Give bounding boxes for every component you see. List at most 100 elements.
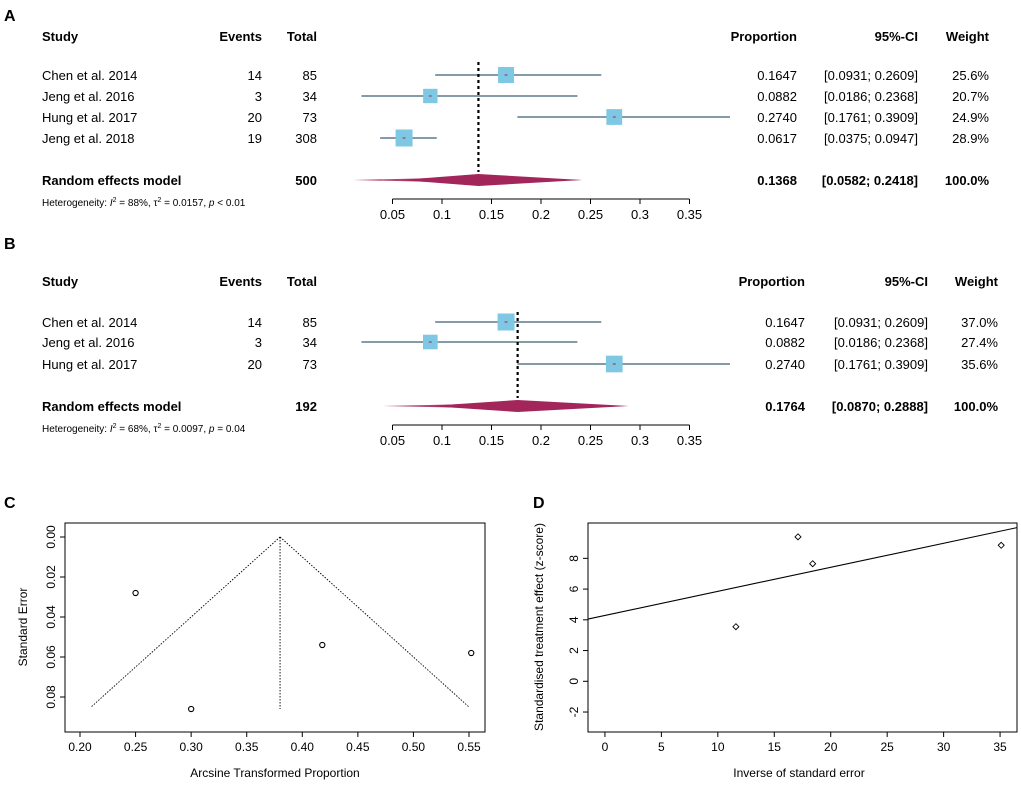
study-total: 308 <box>295 131 317 146</box>
study-total: 73 <box>303 110 317 125</box>
radial-y-axis-label: Standardised treatment effect (z-score) <box>532 523 546 731</box>
study-proportion: 0.0882 <box>765 335 805 350</box>
x-tick-label: 15 <box>768 740 782 754</box>
study-proportion: 0.1647 <box>757 68 797 83</box>
pooled-label: Random effects model <box>42 399 181 414</box>
x-tick-label: 0.15 <box>479 433 504 448</box>
x-tick-label: 35 <box>993 740 1007 754</box>
study-row: Hung et al. 2017 20 73 0.2740 [0.1761; 0… <box>42 357 998 372</box>
panel-label-d: D <box>533 495 545 512</box>
study-proportion: 0.0882 <box>757 89 797 104</box>
study-name: Chen et al. 2014 <box>42 315 137 330</box>
x-tick-label: 0.35 <box>677 207 702 222</box>
y-tick-label: 6 <box>567 585 581 592</box>
study-name: Chen et al. 2014 <box>42 68 137 83</box>
x-tick-label: 25 <box>880 740 894 754</box>
x-tick-label: 0.05 <box>380 433 405 448</box>
header-proportion: Proportion <box>739 274 805 289</box>
study-events: 20 <box>248 357 262 372</box>
study-events: 3 <box>255 335 262 350</box>
pooled-total: 192 <box>295 399 317 414</box>
study-point <box>187 705 195 713</box>
panel-label-b: B <box>4 236 16 253</box>
panel-c: C Standard Error Arcsine Transformed Pro… <box>4 495 486 780</box>
panel-b: B Study Events Total Proportion 95%-CI W… <box>4 236 999 448</box>
y-tick-label: 0.00 <box>44 525 58 549</box>
pooled-proportion: 0.1764 <box>765 399 806 414</box>
study-name: Jeng et al. 2018 <box>42 131 135 146</box>
header-ci: 95%-CI <box>875 29 918 44</box>
heterogeneity-text: Heterogeneity: I2 = 68%, τ2 = 0.0097, p … <box>42 423 246 435</box>
x-tick-label: 0.45 <box>346 740 370 754</box>
pooled-ci: [0.0870; 0.2888] <box>832 399 928 414</box>
header-ci: 95%-CI <box>885 274 928 289</box>
pooled-ci: [0.0582; 0.2418] <box>822 173 918 188</box>
regression-line <box>587 527 1018 620</box>
header-events: Events <box>219 274 262 289</box>
heterogeneity-text: Heterogeneity: I2 = 88%, τ2 = 0.0157, p … <box>42 197 246 209</box>
y-tick-label: 8 <box>567 555 581 562</box>
study-total: 85 <box>303 68 317 83</box>
x-tick-label: 30 <box>937 740 951 754</box>
header-proportion: Proportion <box>731 29 797 44</box>
funnel-left-line <box>90 536 281 708</box>
x-tick-label: 0.2 <box>532 433 550 448</box>
funnel-x-axis-label: Arcsine Transformed Proportion <box>190 766 359 780</box>
pooled-total: 500 <box>295 173 317 188</box>
radial-plot: 0 5 10 15 20 25 30 35 -2 0 2 4 6 8 <box>567 527 1018 754</box>
x-tick-label: 0.35 <box>677 433 702 448</box>
study-events: 20 <box>248 110 262 125</box>
study-ci: [0.0186; 0.2368] <box>824 89 918 104</box>
header-total: Total <box>287 29 317 44</box>
study-ci: [0.1761; 0.3909] <box>834 357 928 372</box>
x-tick-label: 0.2 <box>532 207 550 222</box>
x-tick-label: 0.15 <box>479 207 504 222</box>
x-tick-label: 0.30 <box>179 740 203 754</box>
study-name: Hung et al. 2017 <box>42 110 137 125</box>
panel-a: A Study Events Total Proportion 95%-CI W… <box>4 8 990 222</box>
study-ci: [0.1761; 0.3909] <box>824 110 918 125</box>
study-point <box>794 533 802 541</box>
radial-plot-frame <box>587 522 1018 733</box>
forest-plot-a: 0.05 0.1 0.15 0.2 0.25 0.3 0.35 <box>352 62 730 222</box>
study-row: Jeng et al. 2016 3 34 0.0882 [0.0186; 0.… <box>42 335 998 350</box>
y-tick-label: 0.06 <box>44 645 58 669</box>
header-events: Events <box>219 29 262 44</box>
study-weight: 24.9% <box>952 110 989 125</box>
pooled-row: Random effects model 500 0.1368 [0.0582;… <box>42 173 989 188</box>
study-total: 34 <box>303 335 317 350</box>
y-tick-label: 0.04 <box>44 605 58 629</box>
x-tick-label: 0.1 <box>433 207 451 222</box>
pooled-label: Random effects model <box>42 173 181 188</box>
study-row: Jeng et al. 2018 19 308 0.0617 [0.0375; … <box>42 131 989 146</box>
study-total: 34 <box>303 89 317 104</box>
x-tick-label: 20 <box>824 740 838 754</box>
x-tick-label: 0.55 <box>457 740 481 754</box>
x-tick-label: 0.20 <box>68 740 92 754</box>
panel-label-a: A <box>4 8 16 25</box>
x-tick-label: 0 <box>602 740 609 754</box>
header-study: Study <box>42 274 79 289</box>
x-tick-label: 0.1 <box>433 433 451 448</box>
header-study: Study <box>42 29 79 44</box>
funnel-right-line <box>279 536 470 708</box>
header-weight: Weight <box>946 29 990 44</box>
x-tick-label: 0.05 <box>380 207 405 222</box>
study-name: Hung et al. 2017 <box>42 357 137 372</box>
study-point <box>809 560 817 568</box>
pooled-weight: 100.0% <box>954 399 999 414</box>
x-tick-label: 0.40 <box>291 740 315 754</box>
pooled-weight: 100.0% <box>945 173 990 188</box>
x-tick-label: 0.25 <box>124 740 148 754</box>
study-ci: [0.0375; 0.0947] <box>824 131 918 146</box>
study-events: 3 <box>255 89 262 104</box>
study-proportion: 0.0617 <box>757 131 797 146</box>
study-point <box>468 649 475 657</box>
study-weight: 37.0% <box>961 315 998 330</box>
x-tick-label: 0.50 <box>402 740 426 754</box>
study-events: 14 <box>248 68 262 83</box>
study-ci: [0.0931; 0.2609] <box>824 68 918 83</box>
study-ci: [0.0931; 0.2609] <box>834 315 928 330</box>
